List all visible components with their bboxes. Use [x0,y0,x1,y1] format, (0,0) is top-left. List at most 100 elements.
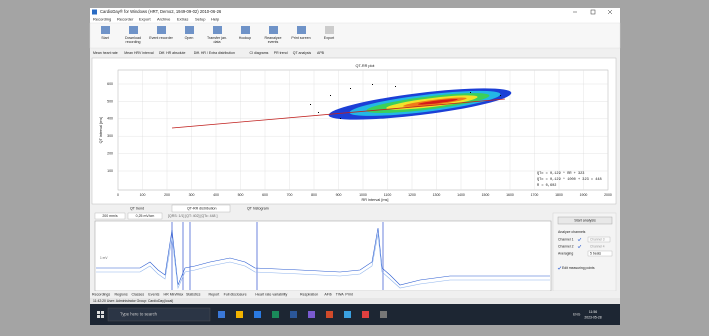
outlier [310,104,311,105]
app[interactable] [290,311,297,318]
bottom-tab[interactable]: Recordings [92,292,110,296]
menu-item[interactable]: Recorder [117,17,134,22]
clock-date: 2023-05-28 [584,315,601,319]
toolbar-icon [269,26,278,34]
analysis-tab[interactable]: CI diagrams [250,51,269,55]
button-label[interactable]: Start analysis [574,218,596,222]
menu-item[interactable]: Help [211,17,220,22]
toolbar-icon [101,26,110,34]
toolbar-button[interactable]: Download recording [120,36,146,44]
y-axis-label: QT interval [ms] [99,117,103,144]
menu-item[interactable]: Extras [177,17,188,22]
toolbar-button[interactable]: Hookup [232,36,258,40]
analysis-tab[interactable]: QT analysis [293,51,312,55]
bottom-tab[interactable]: Heart rate variability [255,292,287,296]
page: CardioDay® for Windows (HRT, Demo2, 1949… [0,0,709,336]
app[interactable] [344,311,351,318]
x-tick-label: 300 [189,193,195,197]
x-tick-label: 200 [164,193,170,197]
toolbar-button[interactable]: Start [92,36,118,40]
x-tick-label: 0 [117,193,119,197]
y-tick-label: 400 [107,117,113,121]
y-tick-label: 300 [107,134,113,138]
x-tick-label: 1300 [433,193,441,197]
x-tick-label: 1000 [359,193,367,197]
bottom-tab[interactable]: Report [209,292,220,296]
outlier [372,84,373,85]
edit-label[interactable]: Edit measuring points [562,266,595,270]
x-tick-label: 800 [311,193,317,197]
x-tick-label: 400 [213,193,219,197]
menu-item[interactable]: Archive [157,17,171,22]
app[interactable] [326,311,333,318]
sub-tab[interactable]: QT trend [130,206,144,210]
bottom-tab[interactable]: Regions [115,292,128,296]
bottom-tab[interactable]: AFib [324,292,331,296]
analysis-tab[interactable]: Diff. HR / Extra distribution [194,51,235,55]
language: ENG [573,312,581,316]
toolbar-button[interactable]: Print screen [288,36,314,40]
screen: CardioDay® for Windows (HRT, Demo2, 1949… [0,0,709,336]
bottom-tab[interactable]: HR Min/Max [164,292,184,296]
bottom-tab[interactable]: Full disclosure [224,292,247,296]
analysis-tab[interactable]: Mean heart rate [93,51,118,55]
x-tick-label: 1100 [384,193,392,197]
bottom-tab[interactable]: Print [345,292,352,296]
app[interactable] [308,311,315,318]
menu-item[interactable]: Setup [195,17,206,22]
toolbar-icon [241,26,250,34]
y-tick-label: 200 [107,152,113,156]
toolbar-icon [185,26,194,34]
bottom-tab[interactable]: TWA [336,292,344,296]
sub-tab[interactable]: QT histogram [247,206,269,210]
toolbar-icon [325,26,334,34]
app[interactable] [236,311,243,318]
status-text: 11:42:20 User: Administrator Group: Card… [93,299,173,303]
menu-item[interactable]: Export [139,17,151,22]
averaging-label: Averaging [558,251,573,255]
x-tick-label: 900 [336,193,342,197]
channel-label: Channel 1 [558,237,574,241]
app[interactable] [380,311,387,318]
measure-info: [QRS: 1/1] [QT: 402] [QTc: 448 ] [168,214,217,218]
x-tick-label: 700 [287,193,293,197]
toolbar-button[interactable]: Open [176,36,202,40]
analysis-tab[interactable]: APB [317,51,325,55]
toolbar-button[interactable]: Export [316,36,342,40]
toolbar-button[interactable]: Reanalyze events [260,36,286,44]
y-tick-label: 100 [107,169,113,173]
x-tick-label: 2000 [604,193,612,197]
bottom-tab[interactable]: Statistics [186,292,201,296]
x-tick-label: 1400 [457,193,465,197]
sub-tab[interactable]: QT-RR distribution [187,206,217,210]
app[interactable] [254,311,261,318]
plot-grid [118,70,608,190]
analysis-tab[interactable]: Diff. HR absolute [159,51,185,55]
outlier [318,112,319,113]
annotation: QTc = 0,129 * 1000 + 323 = 448 [537,177,602,182]
channel-label: Channel 4 [590,244,605,248]
x-tick-label: 1500 [482,193,490,197]
speed: 200 mm/s [102,214,118,218]
annotation: QTc = 0,129 * RR + 323 [537,171,584,176]
toolbar-button[interactable]: Transfer jan. data [204,36,230,44]
menu-item[interactable]: Recording [93,17,111,22]
window-title: CardioDay® for Windows (HRT, Demo2, 1949… [100,9,222,14]
channel-label: Channel 2 [558,244,574,248]
bottom-tab[interactable]: Classes [131,292,144,296]
search-placeholder: Type here to search [120,312,158,317]
app[interactable] [272,311,279,318]
toolbar-icon [213,26,222,34]
bottom-tab[interactable]: Events [148,292,159,296]
app[interactable] [362,311,369,318]
toolbar-icon [129,26,138,34]
app[interactable] [218,311,225,318]
bottom-tab[interactable]: Respiration [300,292,318,296]
x-tick-label: 600 [262,193,268,197]
outlier [340,118,341,119]
toolbar-button[interactable]: Event recorder [148,36,174,40]
analysis-tab[interactable]: Mean HRV interval [124,51,154,55]
sub-tab-row [92,205,616,212]
y-tick-label: 600 [107,82,113,86]
analysis-tab[interactable]: PR trend [274,51,288,55]
